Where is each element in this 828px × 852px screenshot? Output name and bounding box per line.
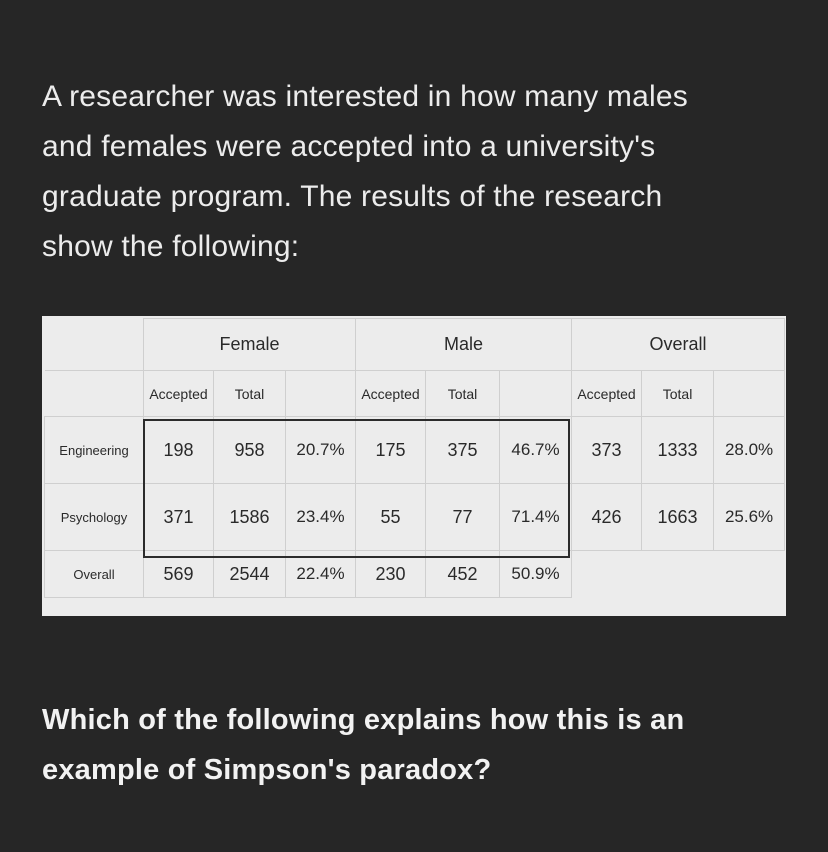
cell-female-accepted: 198	[143, 416, 214, 484]
row-label: Overall	[44, 550, 144, 598]
cell-female-percent: 20.7%	[285, 416, 356, 484]
group-header-overall: Overall	[571, 318, 786, 371]
subheader-percent	[498, 370, 573, 417]
cell-female-accepted: 371	[143, 483, 214, 551]
cell-male-percent: 71.4%	[498, 483, 573, 551]
table-row-engineering: Engineering 198 958 20.7% 175 375 46.7% …	[44, 416, 786, 484]
cell-overall-accepted: 373	[571, 416, 643, 484]
subheader-total: Total	[641, 370, 715, 417]
cell-male-accepted: 55	[355, 483, 426, 551]
cell-female-accepted: 569	[143, 550, 214, 598]
cell-female-percent: 22.4%	[285, 550, 356, 598]
cell-overall-accepted: 426	[571, 483, 643, 551]
cell-female-total: 2544	[213, 550, 286, 598]
intro-line: show the following:	[42, 230, 300, 263]
subheader-total: Total	[425, 370, 500, 417]
subheader-accepted: Accepted	[571, 370, 643, 417]
cell-overall-percent: 28.0%	[713, 416, 786, 484]
table-row-overall: Overall 569 2544 22.4% 230 452 50.9%	[44, 550, 785, 598]
cell-male-accepted: 230	[355, 550, 426, 598]
intro-line: graduate program. The results of the res…	[42, 180, 663, 213]
group-header-female: Female	[143, 318, 356, 371]
cell-overall-percent: 25.6%	[713, 483, 786, 551]
intro-line: A researcher was interested in how many …	[42, 80, 688, 113]
cell-overall-total: 1333	[641, 416, 715, 484]
cell-empty	[572, 551, 642, 598]
cell-male-percent: 50.9%	[498, 550, 573, 598]
cell-female-percent: 23.4%	[285, 483, 356, 551]
group-header-male: Male	[354, 318, 573, 371]
acceptance-table: Female Male Overall Accepted Total Accep…	[44, 318, 786, 598]
row-label: Psychology	[44, 483, 144, 551]
cell-female-total: 1586	[213, 483, 286, 551]
subheader-accepted: Accepted	[143, 370, 214, 417]
question-line: example of Simpson's paradox?	[42, 754, 492, 786]
question-line: Which of the following explains how this…	[42, 704, 685, 736]
subheader-accepted: Accepted	[355, 370, 426, 417]
cell-male-accepted: 175	[355, 416, 426, 484]
question-text: Which of the following explains how this…	[42, 695, 802, 795]
cell-male-total: 77	[425, 483, 500, 551]
cell-empty	[642, 551, 714, 598]
cell-male-percent: 46.7%	[498, 416, 573, 484]
cell-empty	[714, 551, 785, 598]
table-row-psychology: Psychology 371 1586 23.4% 55 77 71.4% 42…	[44, 483, 786, 551]
cell-male-total: 452	[425, 550, 500, 598]
row-label: Engineering	[44, 416, 144, 484]
subheader-percent	[713, 370, 786, 417]
subheader-total: Total	[213, 370, 286, 417]
cell-female-total: 958	[213, 416, 286, 484]
subheader-percent	[285, 370, 356, 417]
cell-male-total: 375	[425, 416, 500, 484]
corner-cell	[44, 370, 144, 417]
data-table-image: Female Male Overall Accepted Total Accep…	[42, 316, 786, 616]
corner-cell	[44, 318, 144, 371]
intro-line: and females were accepted into a univers…	[42, 130, 656, 163]
intro-paragraph: A researcher was interested in how many …	[42, 72, 782, 272]
cell-overall-total: 1663	[641, 483, 715, 551]
